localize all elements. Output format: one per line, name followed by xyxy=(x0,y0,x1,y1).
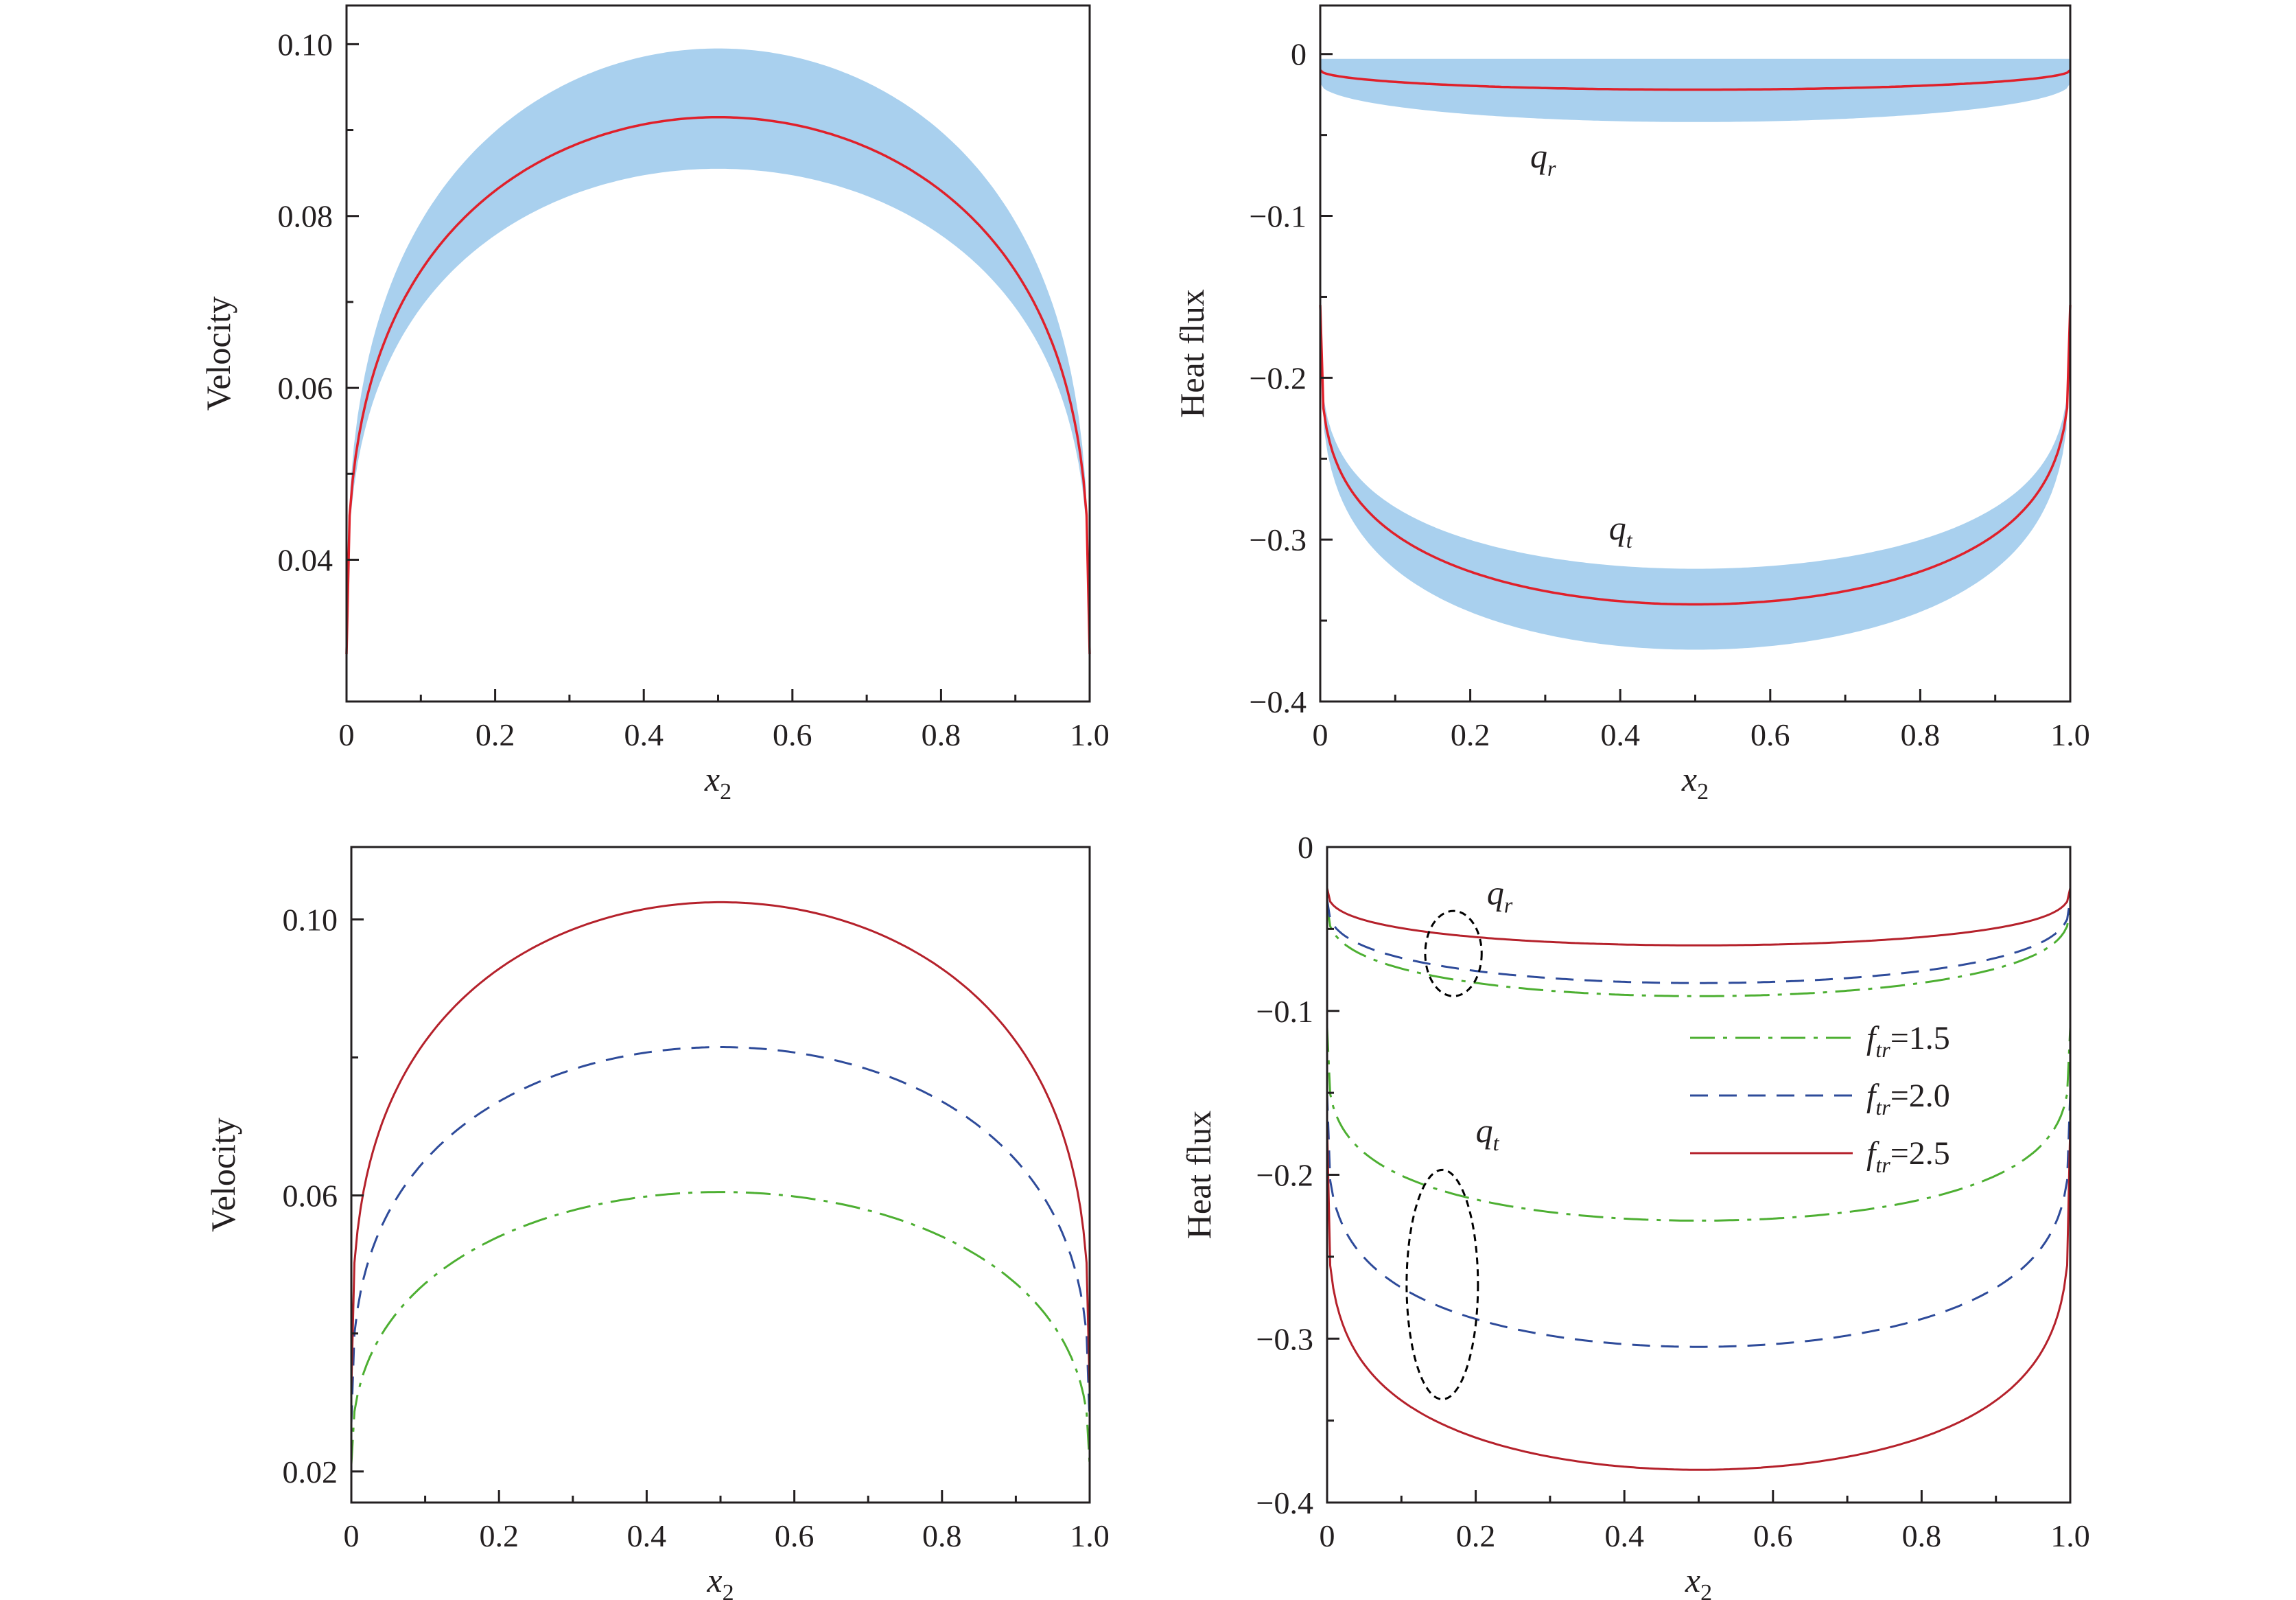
legend-label: ftr=2.0 xyxy=(1866,1078,1950,1120)
x-tick-label: 0.8 xyxy=(922,1518,962,1553)
y-tick-label: −0.2 xyxy=(1256,1158,1313,1193)
y-tick-label: 0 xyxy=(1291,37,1307,72)
x-tick-label: 0.6 xyxy=(1750,717,1790,752)
x-tick-label: 0.6 xyxy=(773,717,812,752)
x-tick-label: 0.4 xyxy=(1600,717,1640,752)
y-tick-label: −0.4 xyxy=(1250,684,1307,719)
y-axis-label: Velocity xyxy=(199,297,237,411)
annotation-label: qt xyxy=(1609,509,1633,553)
x-tick-label: 0 xyxy=(344,1518,360,1553)
x-tick-label: 0.8 xyxy=(1902,1518,1942,1553)
x-tick-label: 0.8 xyxy=(1901,717,1941,752)
x-tick-label: 0.4 xyxy=(1604,1518,1644,1553)
x-axis-label: x2 xyxy=(704,760,731,804)
x-tick-label: 1.0 xyxy=(2050,1518,2090,1553)
velocity-ftr-panel: 0 0.2 0.4 0.6 0.8 1.0 0.02 0.06 0.10 x2 Velocity xyxy=(204,846,1110,1600)
legend-label: ftr=2.5 xyxy=(1866,1135,1950,1177)
x-axis-label: x2 xyxy=(706,1561,734,1600)
curve-f20 xyxy=(350,1046,1091,1424)
heatflux-band-panel: 0 0.2 0.4 0.6 0.8 1.0 0 −0.1 −0.2 −0.3 −0.4 x2 Heat … xyxy=(1173,4,2090,804)
curve-f25 xyxy=(350,901,1091,1389)
annotation-label: qr xyxy=(1530,137,1556,181)
curve-f15 xyxy=(350,1191,1091,1465)
x-tick-label: 0.6 xyxy=(1753,1518,1793,1553)
y-tick-label: −0.3 xyxy=(1256,1321,1313,1356)
x-tick-label: 0.2 xyxy=(479,1518,519,1553)
x-tick-label: 0.2 xyxy=(476,717,515,752)
y-tick-label: 0.02 xyxy=(283,1454,338,1489)
x-axis-label: x2 xyxy=(1681,760,1709,804)
x-tick-label: 0.4 xyxy=(627,1518,667,1553)
curve-f20 xyxy=(1326,1093,2072,1348)
curve-f15 xyxy=(1326,904,2072,997)
heatflux-ftr-panel: 0 0.2 0.4 0.6 0.8 1.0 0 −0.1 −0.2 −0.3 −0.4 x2 Heat … xyxy=(1180,830,2090,1600)
x-tick-label: 0 xyxy=(339,717,355,752)
curve-f25 xyxy=(1326,1125,2072,1471)
velocity-band-panel: 0 0.2 0.4 0.6 0.8 1.0 0.04 0.06 0.08 0.10 x2 Veloci… xyxy=(199,4,1110,804)
annotation-label: qt xyxy=(1476,1111,1500,1155)
y-tick-label: −0.4 xyxy=(1256,1485,1313,1520)
mean-curve xyxy=(1319,305,2072,606)
plot-frame xyxy=(350,846,1091,1504)
y-axis-label: Heat flux xyxy=(1180,1111,1218,1239)
y-tick-label: −0.1 xyxy=(1250,199,1307,234)
y-tick-label: 0.10 xyxy=(283,903,338,938)
x-axis-label: x2 xyxy=(1685,1561,1712,1600)
y-axis-label: Heat flux xyxy=(1173,289,1211,417)
curve-f20 xyxy=(1326,899,2072,984)
x-tick-label: 0 xyxy=(1313,717,1328,752)
y-tick-label: 0 xyxy=(1298,830,1313,865)
x-tick-label: 0.2 xyxy=(1456,1518,1496,1553)
y-tick-label: −0.1 xyxy=(1256,994,1313,1029)
y-tick-label: 0.06 xyxy=(278,371,333,406)
x-tick-label: 0 xyxy=(1320,1518,1335,1553)
y-axis-label: Velocity xyxy=(204,1117,242,1232)
grouping-ellipse xyxy=(1424,909,1483,997)
uncertainty-band xyxy=(347,48,1090,655)
annotation-label: qr xyxy=(1487,874,1513,918)
x-tick-label: 0.6 xyxy=(775,1518,815,1553)
mean-curve xyxy=(345,115,1091,655)
mean-curve xyxy=(1319,69,2072,91)
x-tick-label: 1.0 xyxy=(2050,717,2090,752)
x-tick-label: 0.2 xyxy=(1451,717,1490,752)
y-tick-label: 0.08 xyxy=(278,199,333,234)
y-tick-label: 0.10 xyxy=(278,27,333,62)
uncertainty-band xyxy=(1320,305,2070,650)
x-tick-label: 0.8 xyxy=(922,717,961,752)
y-tick-label: −0.3 xyxy=(1250,522,1307,557)
x-tick-label: 1.0 xyxy=(1070,717,1110,752)
y-tick-label: 0.04 xyxy=(278,542,333,577)
y-tick-label: −0.2 xyxy=(1250,360,1307,395)
curve-f25 xyxy=(1326,888,2072,947)
legend-label: ftr=1.5 xyxy=(1866,1020,1950,1062)
y-tick-label: 0.06 xyxy=(283,1179,338,1214)
grouping-ellipse xyxy=(1405,1168,1479,1401)
x-tick-label: 0.4 xyxy=(624,717,664,752)
curve-f15 xyxy=(1326,1027,2072,1222)
x-tick-label: 1.0 xyxy=(1070,1518,1110,1553)
